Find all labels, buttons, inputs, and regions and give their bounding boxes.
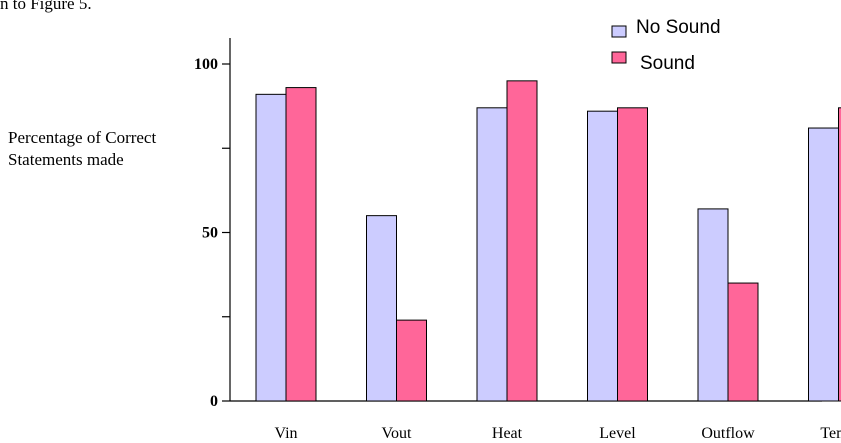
- legend-label-sound: Sound: [640, 53, 695, 74]
- bar-sound-heat: [506, 80, 538, 402]
- legend-label-no-sound: No Sound: [636, 17, 721, 38]
- y-axis-label: Percentage of Correct Statements made: [8, 127, 156, 171]
- y-tick-label: 50: [202, 225, 218, 242]
- bar-no-sound-temp: [808, 127, 839, 402]
- x-tick-label-temp: Temp: [820, 425, 841, 442]
- bar-no-sound-heat: [476, 107, 508, 402]
- bar-no-sound-vin: [255, 93, 287, 402]
- x-tick-label-vout: Vout: [382, 425, 412, 442]
- bar-sound-vin: [285, 87, 317, 402]
- bar-sound-level: [617, 107, 648, 402]
- y-tick-label: 100: [194, 56, 218, 73]
- legend-swatch-sound: [611, 51, 627, 64]
- bar-no-sound-level: [587, 110, 618, 402]
- bar-sound-temp: [838, 107, 841, 402]
- x-tick-labels: Vin Vout Heat Level Outflow Temp: [274, 425, 841, 442]
- bars: [255, 80, 841, 402]
- legend: No Sound Sound: [611, 17, 721, 74]
- bar-no-sound-outflow: [697, 208, 729, 402]
- x-tick-label-heat: Heat: [492, 425, 523, 442]
- y-tick-label: 0: [210, 393, 218, 410]
- bar-sound-vout: [396, 319, 427, 402]
- caption-fragment: n to Figure 5.: [0, 0, 92, 13]
- y-axis-label-line-2: Statements made: [8, 150, 124, 169]
- x-tick-label-vin: Vin: [274, 425, 297, 442]
- bar-no-sound-vout: [366, 215, 397, 402]
- legend-swatch-no-sound: [611, 25, 627, 38]
- y-axis-label-line-1: Percentage of Correct: [8, 128, 157, 147]
- bar-sound-outflow: [727, 282, 759, 402]
- x-tick-label-outflow: Outflow: [701, 425, 755, 442]
- x-tick-label-level: Level: [599, 425, 636, 442]
